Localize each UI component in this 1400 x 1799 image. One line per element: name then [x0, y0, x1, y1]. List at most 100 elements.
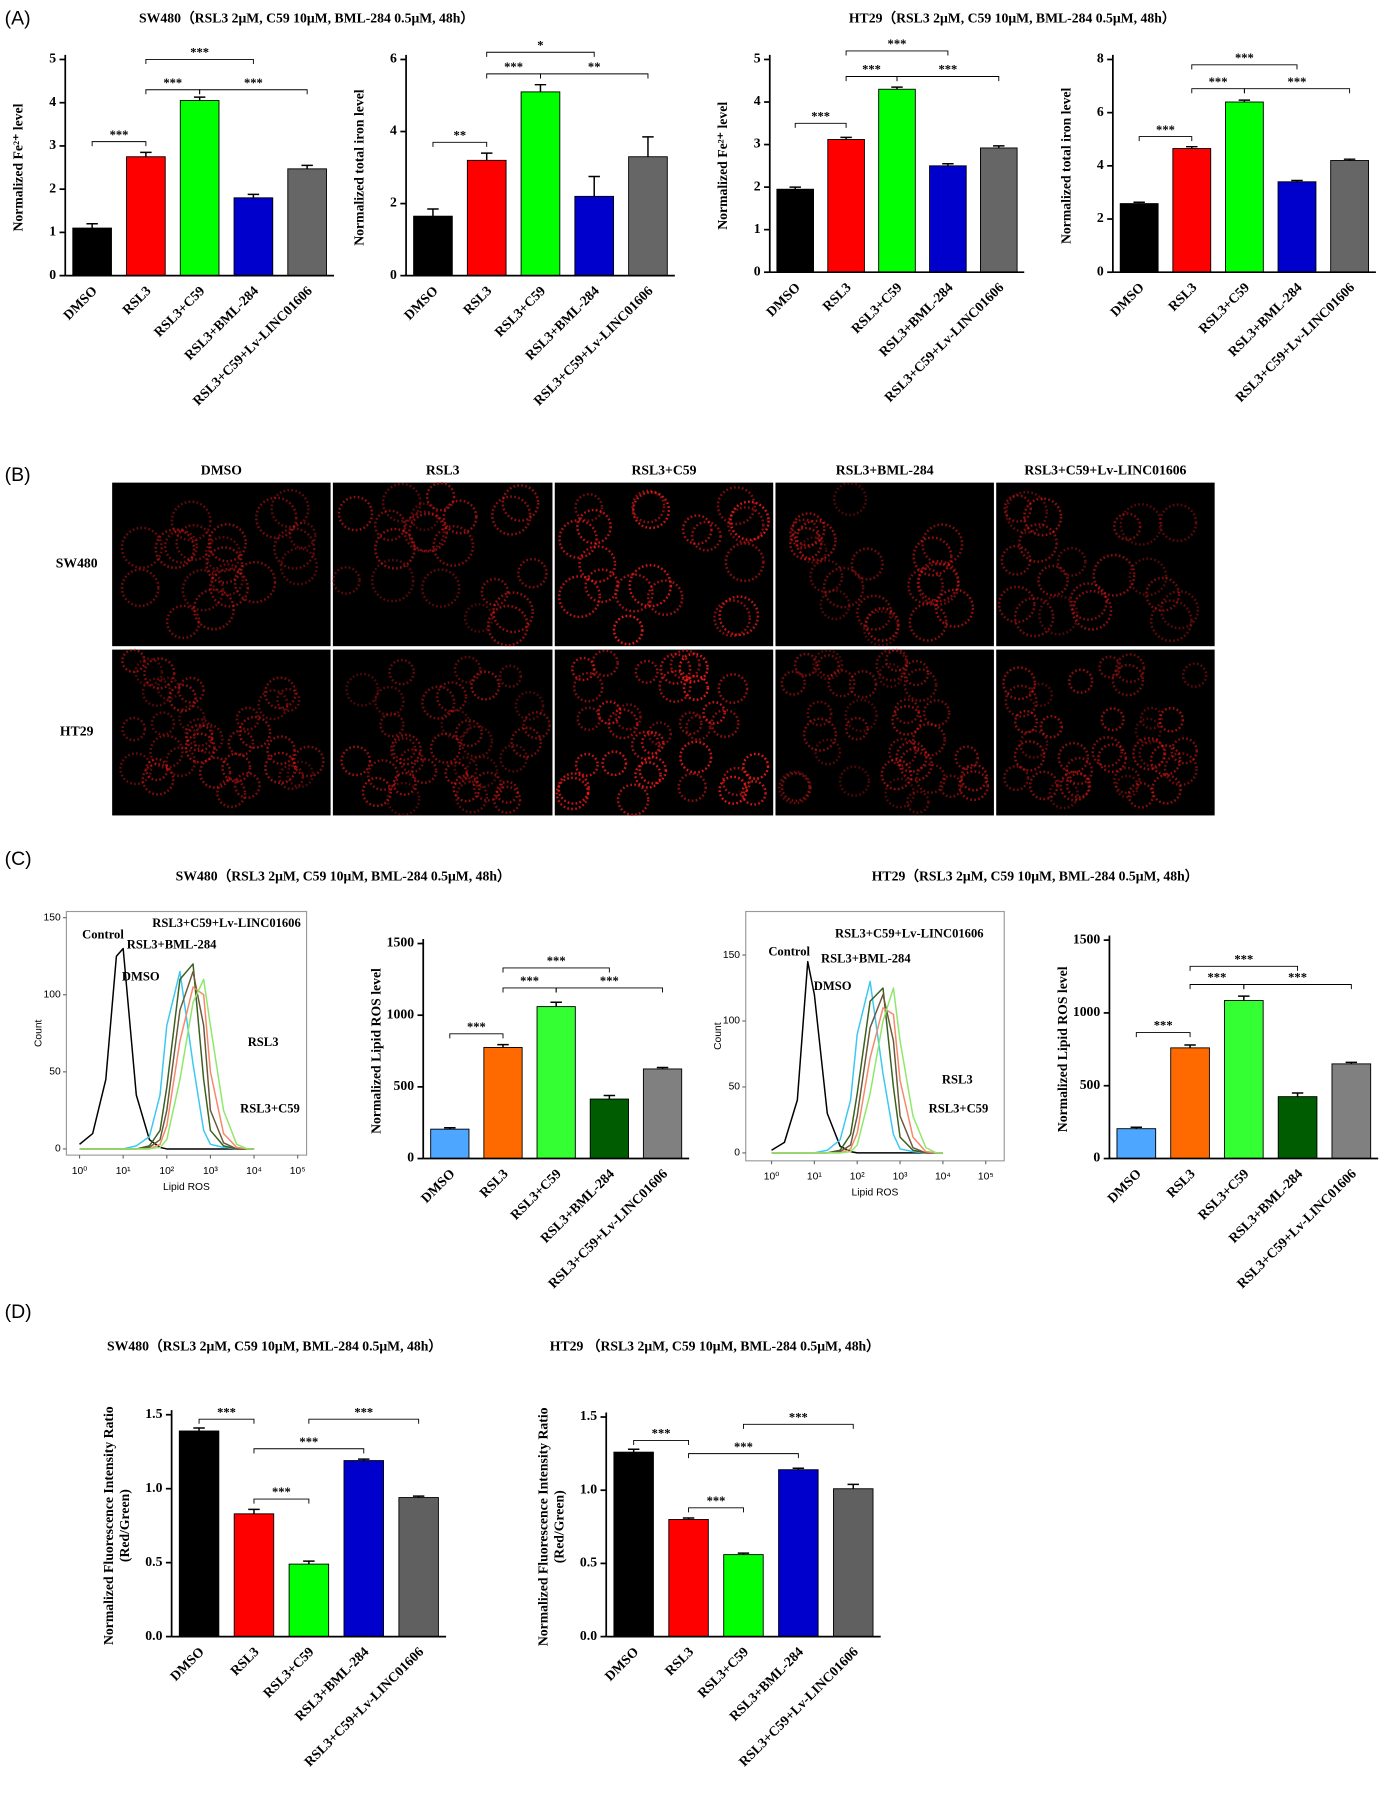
cell-stain: [727, 506, 765, 544]
significance-label: ***: [1288, 75, 1307, 89]
cell-stain: [1028, 682, 1054, 708]
significance-bracket: [199, 89, 308, 95]
cell-stain: [472, 771, 504, 802]
cell-stain: [1028, 770, 1059, 801]
y-tick-label: 1.0: [145, 1480, 162, 1495]
cell-stain: [814, 738, 842, 766]
error-bar: [1238, 99, 1251, 103]
x-tick-label: DMSO: [1107, 280, 1147, 320]
cell-stain: [647, 721, 673, 746]
error-bar: [627, 1448, 640, 1453]
cell-stain: [880, 758, 913, 791]
y-tick-label: 0.0: [580, 1628, 597, 1643]
x-tick-label: 10⁴: [935, 1172, 951, 1183]
cell-stain: [440, 709, 471, 740]
x-tick-label: 10³: [203, 1166, 218, 1177]
y-tick-label: 1500: [387, 935, 415, 950]
cell-stain: [292, 745, 325, 778]
cell-stain: [616, 783, 650, 817]
error-bar: [247, 193, 260, 198]
micrograph: [112, 482, 331, 647]
significance-label: ***: [1154, 1019, 1173, 1033]
bar: [1331, 1063, 1372, 1159]
y-axis-label: Normalized total iron level: [1058, 87, 1073, 244]
cell-stain: [492, 591, 534, 634]
cell-stain: [522, 711, 551, 740]
cell-stain: [408, 512, 448, 553]
cell-stain: [557, 772, 590, 805]
cell-stain: [410, 757, 438, 785]
cell-stain: [463, 603, 494, 633]
cell-stain: [163, 529, 199, 564]
bar: [1224, 101, 1264, 273]
bar: [288, 1563, 330, 1638]
cell-stain: [119, 752, 153, 786]
cell-stain: [832, 481, 868, 517]
y-tick-label: 0: [1097, 263, 1104, 278]
y-tick-label: 0: [1093, 1150, 1100, 1165]
curve-label: RSL3+C59: [929, 1101, 989, 1115]
cell-stain: [1019, 729, 1049, 759]
y-tick-label: 2: [1097, 210, 1104, 225]
y-axis-label: Count: [713, 1022, 724, 1050]
cell-stain: [390, 733, 422, 766]
significance-bracket: [1191, 64, 1298, 70]
cell-stain: [144, 757, 169, 782]
y-tick-label: 1000: [387, 1006, 415, 1021]
cell-stain: [410, 502, 440, 532]
cell-stain: [149, 734, 184, 769]
x-tick-label: DMSO: [60, 283, 100, 323]
y-tick-label: 6: [390, 51, 397, 66]
bar: [776, 188, 814, 273]
curve-label: DMSO: [122, 970, 160, 984]
y-tick-label: 4: [390, 123, 397, 138]
significance-bracket: [1189, 965, 1299, 971]
row-label: SW480: [56, 556, 98, 571]
x-tick-label: RSL3+C59+Lv-LINC01606: [301, 1644, 426, 1769]
x-tick-label: 10²: [159, 1166, 174, 1177]
significance-bracket: [555, 987, 664, 993]
cell-stain: [717, 673, 749, 705]
cell-stain: [150, 711, 176, 736]
cell-stain: [681, 514, 713, 546]
y-axis-label: (Red/Green): [117, 1489, 133, 1562]
bar: [398, 1497, 439, 1638]
cell-stain: [902, 659, 930, 687]
y-tick-label: 1.5: [145, 1406, 162, 1421]
cell-stain: [165, 604, 201, 640]
cell-stain: [1037, 564, 1069, 597]
cell-stain: [822, 566, 865, 609]
bar: [1119, 203, 1159, 273]
cell-stain: [740, 779, 767, 806]
error-bar: [534, 83, 547, 92]
histogram-curve: [771, 960, 943, 1154]
cell-stain: [601, 750, 628, 777]
y-tick-label: 4: [1097, 157, 1104, 172]
cell-stain: [429, 732, 462, 764]
column-label: RSL3+C59: [631, 462, 696, 477]
bar: [668, 1519, 709, 1638]
cell-stain: [388, 658, 416, 686]
cell-stain: [614, 703, 642, 731]
error-bar: [588, 175, 600, 197]
cell-stain: [1113, 512, 1142, 541]
cell-stain: [915, 763, 947, 794]
bar: [536, 1006, 576, 1159]
cell-stain: [557, 575, 602, 619]
cell-stain: [178, 704, 206, 732]
histogram-curve: [771, 987, 943, 1154]
significance-label: ***: [1208, 971, 1227, 985]
cell-stain: [844, 698, 878, 733]
cell-stain: [1071, 589, 1113, 631]
cell-stain: [1039, 715, 1063, 739]
error-bar: [480, 152, 493, 161]
cell-stain: [827, 669, 856, 698]
cell-stain: [207, 523, 247, 563]
cell-stain: [486, 604, 529, 647]
cell-stain: [848, 670, 878, 699]
significance-label: ***: [217, 1405, 236, 1419]
cell-stain: [1057, 741, 1090, 774]
significance-label: ***: [354, 1405, 373, 1419]
y-tick-label: 2: [390, 195, 397, 210]
cell-stain: [710, 708, 740, 739]
